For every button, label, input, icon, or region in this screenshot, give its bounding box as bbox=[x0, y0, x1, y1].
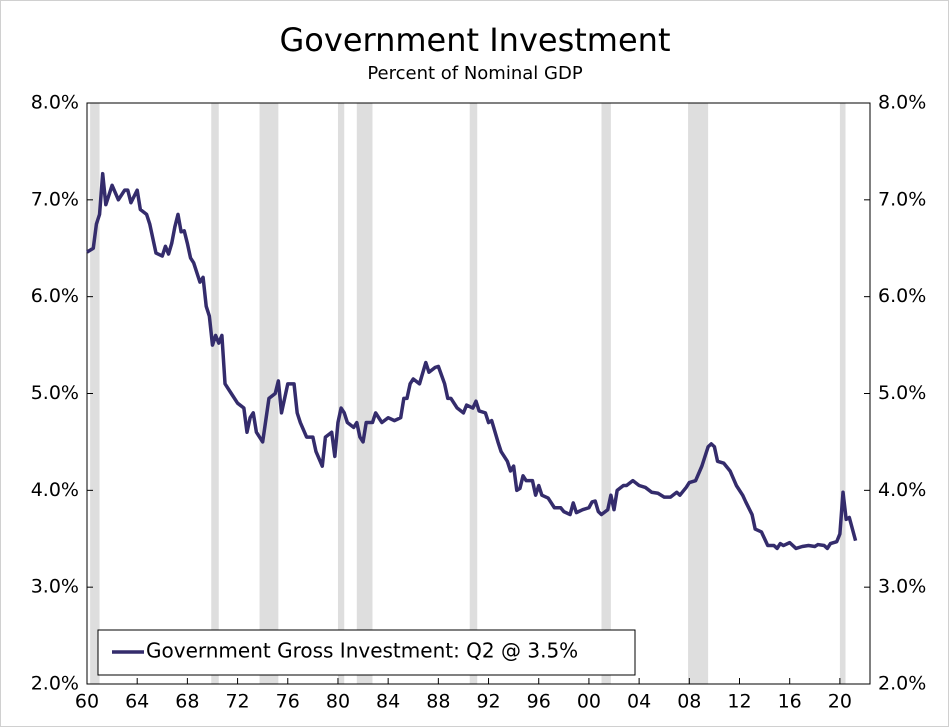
x-tick-label: 16 bbox=[778, 691, 802, 713]
y2-tick-label: 8.0% bbox=[878, 92, 926, 114]
recession-shade bbox=[601, 103, 611, 684]
x-tick-label: 04 bbox=[627, 691, 651, 713]
x-tick-label: 76 bbox=[276, 691, 300, 713]
recession-shade bbox=[259, 103, 279, 684]
recession-shade bbox=[688, 103, 709, 684]
x-tick-label: 80 bbox=[326, 691, 350, 713]
recession-shade bbox=[211, 103, 219, 684]
recession-shade bbox=[90, 103, 100, 684]
recession-shade bbox=[356, 103, 373, 684]
recession-shade bbox=[337, 103, 345, 684]
series-line bbox=[86, 171, 858, 551]
x-tick-label: 68 bbox=[175, 691, 199, 713]
chart-subtitle: Percent of Nominal GDP bbox=[367, 63, 583, 84]
x-tick-label: 72 bbox=[225, 691, 249, 713]
y-tick-label: 2.0% bbox=[31, 673, 79, 695]
y-tick-label: 7.0% bbox=[31, 188, 79, 210]
x-tick-label: 20 bbox=[828, 691, 852, 713]
y-tick-label: 5.0% bbox=[31, 382, 79, 404]
y2-tick-label: 6.0% bbox=[878, 285, 926, 307]
x-tick-label: 84 bbox=[376, 691, 400, 713]
legend-label: Government Gross Investment: Q2 @ 3.5% bbox=[146, 639, 578, 663]
x-tick-label: 64 bbox=[125, 691, 149, 713]
y2-tick-label: 3.0% bbox=[878, 576, 926, 598]
y-tick-label: 6.0% bbox=[31, 285, 79, 307]
y-tick-label: 3.0% bbox=[31, 576, 79, 598]
x-tick-label: 12 bbox=[727, 691, 751, 713]
legend-box bbox=[97, 629, 636, 676]
recession-shade bbox=[839, 103, 846, 684]
y2-tick-label: 5.0% bbox=[878, 382, 926, 404]
x-tick-label: 08 bbox=[677, 691, 701, 713]
recession-shade bbox=[469, 103, 478, 684]
x-tick-label: 92 bbox=[476, 691, 500, 713]
y2-tick-label: 4.0% bbox=[878, 479, 926, 501]
x-tick-label: 00 bbox=[577, 691, 601, 713]
x-tick-label: 96 bbox=[527, 691, 551, 713]
y2-tick-label: 2.0% bbox=[878, 673, 926, 695]
chart-title: Government Investment bbox=[280, 21, 671, 59]
x-tick-label: 88 bbox=[426, 691, 450, 713]
y-tick-label: 4.0% bbox=[31, 479, 79, 501]
y-tick-label: 8.0% bbox=[31, 92, 79, 114]
x-tick-label: 60 bbox=[75, 691, 99, 713]
y2-tick-label: 7.0% bbox=[878, 188, 926, 210]
